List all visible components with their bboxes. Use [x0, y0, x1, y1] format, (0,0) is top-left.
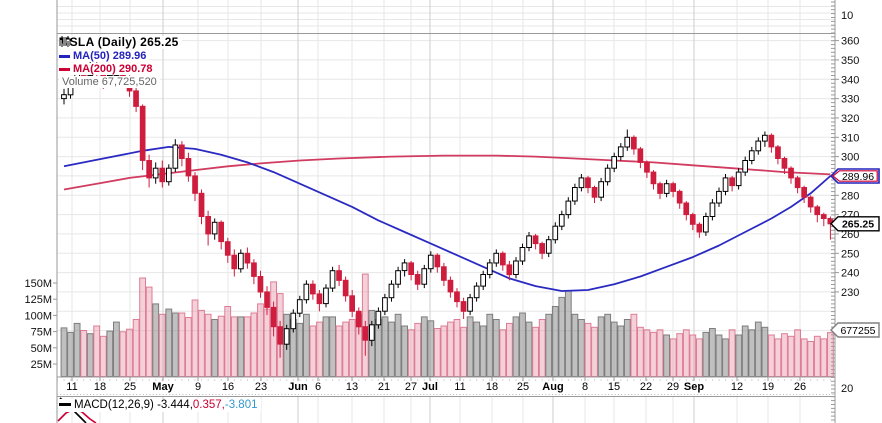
svg-text:240: 240 [841, 268, 859, 280]
svg-text:100M: 100M [24, 310, 52, 322]
svg-text:10: 10 [841, 10, 853, 22]
macd-signal-value: 0.357, [192, 399, 225, 411]
svg-text:Sep: Sep [684, 381, 704, 393]
svg-text:50M: 50M [31, 343, 52, 355]
svg-text:20: 20 [841, 383, 853, 395]
svg-text:19: 19 [762, 381, 774, 393]
svg-text:300: 300 [841, 152, 859, 164]
svg-text:320: 320 [841, 113, 859, 125]
macd-legend: MACD(12,26,9) -3.444, 0.357, -3.801 [59, 399, 262, 412]
legend-volume-row: Volume 67,725,520 [59, 37, 160, 88]
svg-text:360: 360 [841, 36, 859, 48]
svg-text:25: 25 [124, 381, 136, 393]
svg-text:25M: 25M [31, 359, 52, 371]
svg-text:310: 310 [841, 132, 859, 144]
svg-text:265.25: 265.25 [842, 219, 874, 231]
svg-text:26: 26 [794, 381, 806, 393]
last-price: 265.25 [140, 35, 179, 49]
svg-text:289.96: 289.96 [842, 171, 874, 183]
svg-text:280: 280 [841, 190, 859, 202]
svg-text:12: 12 [731, 381, 743, 393]
svg-text:150M: 150M [24, 278, 52, 290]
svg-text:9: 9 [195, 381, 201, 393]
macd-hist-value: -3.801 [224, 399, 258, 411]
svg-text:25: 25 [517, 381, 529, 393]
svg-text:330: 330 [841, 94, 859, 106]
svg-text:677255: 677255 [840, 325, 875, 337]
svg-text:250: 250 [841, 248, 859, 260]
svg-text:27: 27 [405, 381, 417, 393]
svg-text:22: 22 [640, 381, 652, 393]
svg-text:May: May [152, 381, 174, 393]
volume-label: Volume 67,725,520 [62, 76, 157, 88]
ma200-dash-icon [59, 67, 70, 71]
legend-title-row: TSLA (Daily) 265.25 [59, 36, 182, 49]
svg-text:15: 15 [608, 381, 620, 393]
macd-dash-icon [59, 403, 71, 407]
svg-text:11: 11 [66, 381, 77, 393]
symbol-title: TSLA (Daily) [62, 35, 137, 49]
svg-text:75M: 75M [31, 327, 52, 339]
svg-text:260: 260 [841, 229, 859, 241]
svg-text:6: 6 [315, 381, 321, 393]
svg-text:340: 340 [841, 74, 859, 86]
svg-text:8: 8 [582, 381, 588, 393]
svg-text:18: 18 [94, 381, 106, 393]
svg-text:13: 13 [346, 381, 358, 393]
svg-text:Aug: Aug [542, 381, 563, 393]
svg-text:29: 29 [667, 381, 679, 393]
macd-main-value: MACD(12,26,9) -3.444, [74, 399, 193, 411]
svg-text:350: 350 [841, 55, 859, 67]
svg-text:11: 11 [454, 381, 465, 393]
chart-legend: TSLA (Daily) 265.25 MA(50) 289.96 MA(200… [59, 36, 182, 89]
svg-text:18: 18 [486, 381, 498, 393]
legend-ma200-row: MA(200) 290.78 [59, 63, 156, 75]
svg-text:230: 230 [841, 287, 859, 299]
legend-ma50-row: MA(50) 289.96 [59, 50, 150, 62]
svg-text:16: 16 [222, 381, 234, 393]
ma50-dash-icon [59, 54, 70, 58]
ma50-label: MA(50) 289.96 [73, 50, 147, 62]
svg-text:Jun: Jun [288, 381, 308, 393]
svg-text:21: 21 [378, 381, 390, 393]
svg-text:23: 23 [255, 381, 267, 393]
ma200-label: MA(200) 290.78 [73, 63, 153, 75]
svg-text:125M: 125M [24, 294, 52, 306]
svg-text:Jul: Jul [422, 381, 438, 393]
